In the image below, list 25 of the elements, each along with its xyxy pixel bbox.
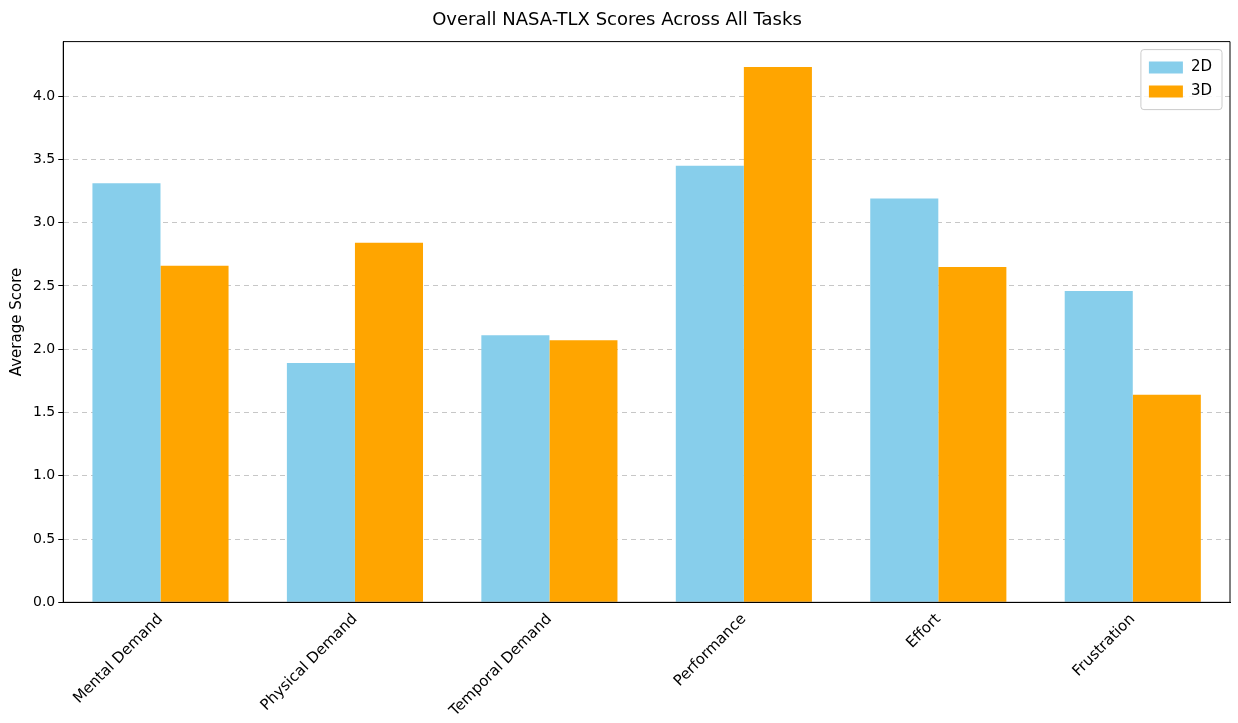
y-tick-label: 2.0 <box>33 339 56 356</box>
y-tick-label: 4.0 <box>33 86 56 103</box>
bar <box>549 340 618 602</box>
bar <box>92 183 161 602</box>
chart-title: Overall NASA-TLX Scores Across All Tasks <box>432 8 802 30</box>
y-axis-title: Average Score <box>6 267 25 377</box>
bar <box>160 265 229 602</box>
bar <box>870 198 939 602</box>
y-tick-label: 1.0 <box>33 466 56 483</box>
bar <box>286 363 355 602</box>
bar <box>1132 394 1201 602</box>
bar <box>481 335 550 602</box>
y-tick-label: 3.0 <box>33 213 56 230</box>
bar <box>1064 290 1133 602</box>
bar <box>743 66 812 602</box>
y-tick-label: 2.5 <box>33 276 56 293</box>
bar <box>675 165 744 602</box>
y-tick-label: 0.0 <box>33 593 56 609</box>
legend-label: 3D <box>1190 81 1212 100</box>
y-tick-label: 0.5 <box>33 529 56 546</box>
y-tick-label: 3.5 <box>33 149 56 166</box>
bar <box>354 242 424 602</box>
bar <box>938 266 1007 602</box>
legend-label: 2D <box>1190 57 1212 76</box>
y-tick-label: 1.5 <box>33 403 56 420</box>
